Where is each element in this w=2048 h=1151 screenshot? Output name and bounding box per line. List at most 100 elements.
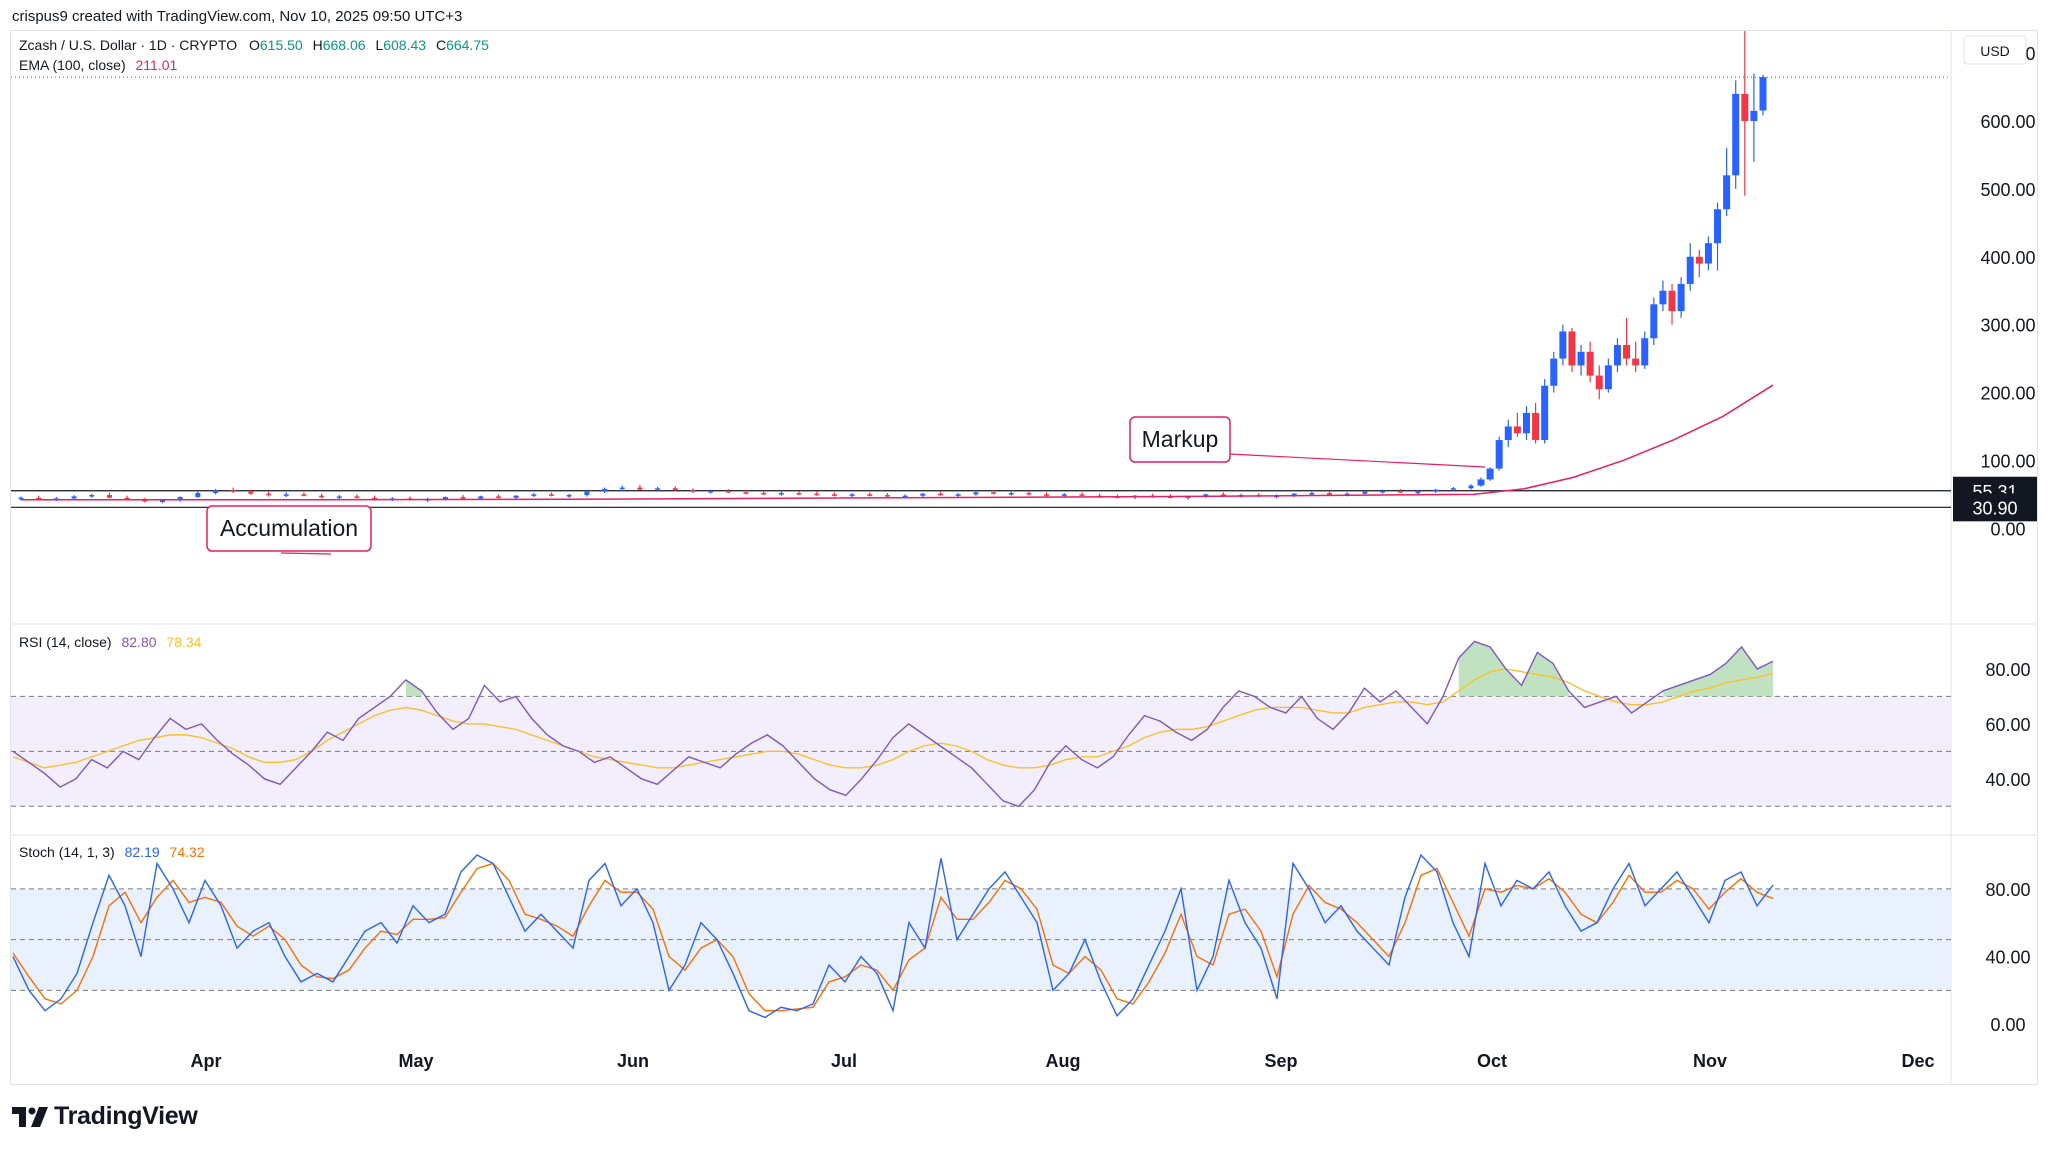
candle-up[interactable] (602, 487, 608, 494)
candle-up[interactable] (1723, 148, 1731, 217)
ema-legend[interactable]: EMA (100, close) 211.01 (19, 57, 177, 73)
candle-down[interactable] (319, 493, 325, 499)
chart-svg[interactable]: Accumulation Markup 0.00 100.00 200.00 300.… (11, 22, 2037, 1084)
candle-up[interactable] (71, 495, 77, 500)
candle-up[interactable] (566, 493, 572, 498)
candle-down[interactable] (548, 492, 554, 497)
candle-up[interactable] (1759, 74, 1767, 116)
candle-up[interactable] (778, 491, 784, 496)
tradingview-logo[interactable]: TradingView (12, 1102, 198, 1131)
symbol-legend[interactable]: Zcash / U.S. Dollar · 1D · CRYPTO O615.5… (19, 37, 489, 53)
candle-down[interactable] (814, 491, 820, 496)
candle-down[interactable] (301, 492, 307, 497)
candle-up[interactable] (1486, 467, 1494, 481)
candle-up[interactable] (213, 488, 219, 495)
candle-down[interactable] (1079, 492, 1085, 497)
candle-up[interactable] (1641, 331, 1649, 369)
candle-down[interactable] (884, 493, 890, 498)
candle-down[interactable] (867, 492, 873, 497)
candle-up[interactable] (1659, 280, 1667, 312)
candle-down[interactable] (1632, 341, 1640, 373)
stoch-k-line[interactable] (12, 853, 1774, 1019)
candle-down[interactable] (266, 491, 272, 497)
candle-up[interactable] (1686, 243, 1694, 291)
candle-down[interactable] (1044, 492, 1050, 497)
candle-up[interactable] (1650, 297, 1658, 346)
candle-down[interactable] (1623, 317, 1631, 366)
candle-up[interactable] (1415, 490, 1421, 495)
candle-up[interactable] (1559, 324, 1567, 366)
candle-up[interactable] (1577, 345, 1585, 376)
rsi-axis[interactable]: 40.00 60.00 80.00 (1985, 660, 2030, 790)
candle-down[interactable] (1327, 490, 1333, 496)
candle-up[interactable] (655, 486, 661, 492)
candle-down[interactable] (1595, 365, 1603, 400)
candle-up[interactable] (849, 493, 855, 498)
candle-down[interactable] (1695, 249, 1703, 278)
candle-up[interactable] (973, 491, 979, 496)
candle-up[interactable] (1732, 80, 1740, 189)
candle-up[interactable] (1604, 358, 1612, 393)
candle-up[interactable] (619, 485, 625, 491)
candle-up[interactable] (1522, 406, 1530, 441)
candle-down[interactable] (672, 486, 678, 491)
candle-up[interactable] (1714, 202, 1722, 271)
candlestick-series[interactable] (18, 22, 1767, 504)
candle-down[interactable] (1668, 283, 1676, 325)
candle-up[interactable] (1613, 338, 1621, 373)
candle-down[interactable] (690, 488, 696, 494)
candle-down[interactable] (1513, 412, 1521, 437)
candle-down[interactable] (248, 489, 254, 496)
candle-down[interactable] (1532, 402, 1540, 444)
candle-up[interactable] (1477, 477, 1485, 487)
candle-down[interactable] (991, 490, 997, 495)
accumulation-annotation[interactable]: Accumulation (206, 505, 372, 555)
candle-up[interactable] (1008, 491, 1014, 496)
candle-up[interactable] (1504, 419, 1512, 447)
time-axis[interactable]: Apr May Jun Jul Aug Sep Oct Nov Dec (191, 1051, 1935, 1071)
candle-up[interactable] (1750, 73, 1758, 162)
candle-up[interactable] (708, 489, 714, 494)
candle-up[interactable] (920, 493, 926, 498)
candle-down[interactable] (1568, 328, 1576, 373)
candle-up[interactable] (584, 490, 590, 497)
stoch-axis[interactable]: 0.00 40.00 80.00 (1985, 880, 2030, 1035)
candle-up[interactable] (513, 495, 519, 500)
candle-down[interactable] (1586, 341, 1594, 383)
candle-down[interactable] (460, 495, 466, 500)
candle-down[interactable] (796, 490, 802, 496)
candle-up[interactable] (1704, 236, 1712, 271)
rsi-ma-line[interactable] (12, 668, 1774, 769)
candle-up[interactable] (195, 491, 201, 498)
ema-100-line[interactable] (21, 384, 1774, 501)
candle-down[interactable] (106, 493, 112, 499)
candle-down[interactable] (743, 490, 749, 495)
candle-up[interactable] (1450, 486, 1456, 491)
price-axis[interactable]: 0.00 100.00 200.00 300.00 400.00 500.00 600.00… (1953, 44, 2037, 539)
candle-up[interactable] (283, 492, 289, 498)
rsi-legend[interactable]: RSI (14, close) 82.80 78.34 (19, 634, 202, 650)
candle-up[interactable] (89, 493, 95, 498)
candle-down[interactable] (1741, 22, 1749, 196)
candle-up[interactable] (955, 493, 961, 498)
candle-up[interactable] (1468, 484, 1474, 490)
candle-up[interactable] (1495, 436, 1503, 471)
candle-up[interactable] (1550, 351, 1558, 393)
currency-label[interactable]: USD (1980, 43, 2010, 59)
candle-down[interactable] (831, 492, 837, 497)
candle-down[interactable] (637, 484, 643, 491)
candle-down[interactable] (230, 487, 236, 494)
currency-box[interactable] (1963, 35, 2027, 65)
candle-up[interactable] (531, 493, 537, 498)
candle-up[interactable] (336, 495, 342, 500)
candle-down[interactable] (938, 491, 944, 496)
candle-down[interactable] (495, 494, 501, 499)
candle-up[interactable] (1362, 490, 1368, 496)
candle-down[interactable] (1026, 490, 1032, 496)
stoch-legend[interactable]: Stoch (14, 1, 3) 82.19 74.32 (19, 844, 205, 860)
rsi-line[interactable] (12, 640, 1774, 808)
candle-up[interactable] (1541, 378, 1549, 444)
candle-down[interactable] (725, 488, 731, 494)
candle-up[interactable] (1433, 488, 1439, 494)
candle-down[interactable] (354, 494, 360, 499)
